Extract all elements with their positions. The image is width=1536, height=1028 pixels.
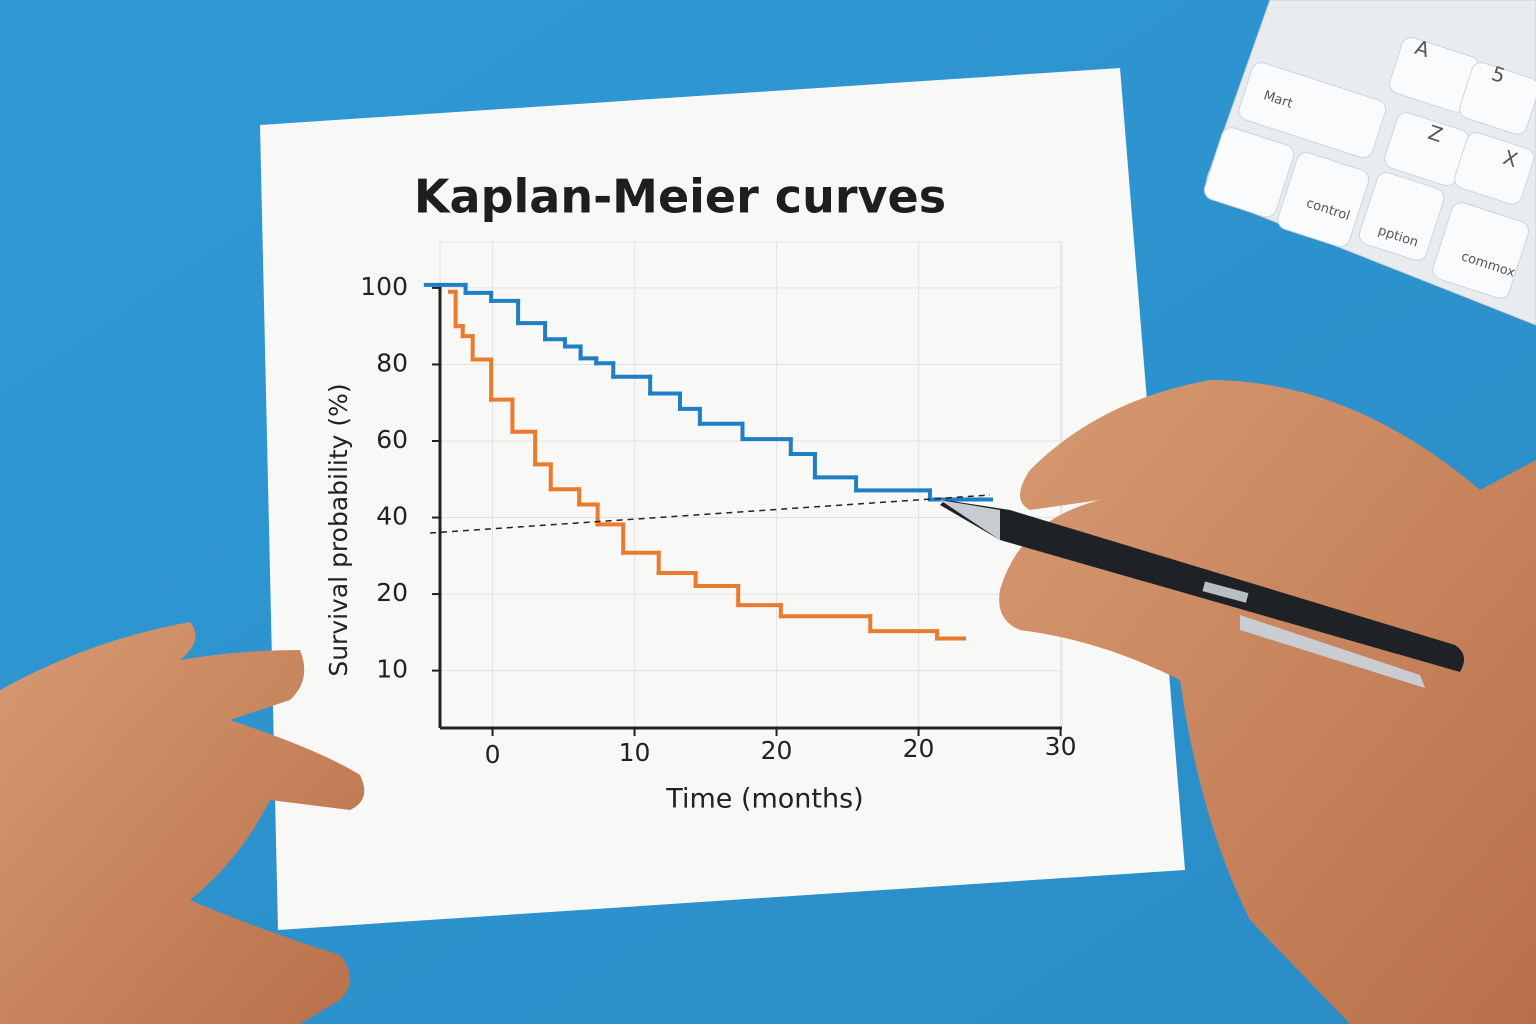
key: [1238, 62, 1387, 159]
left-hand: [0, 622, 365, 1024]
key: [1277, 152, 1370, 248]
paper: [260, 68, 1185, 930]
x-tick-label: 20: [903, 734, 935, 763]
y-tick-label: 20: [376, 578, 408, 607]
y-tick-label: 60: [376, 425, 408, 454]
x-axis-label: Time (months): [665, 784, 863, 815]
x-tick-label: 20: [761, 736, 793, 765]
x-tick-label: 0: [485, 740, 501, 769]
right-hand: [940, 380, 1536, 1024]
key: [1459, 62, 1536, 135]
x-tick-label: 30: [1045, 732, 1077, 761]
key: [1454, 132, 1535, 205]
y-tick-label: 80: [376, 348, 408, 377]
y-tick-label: 10: [376, 655, 408, 684]
key: [1358, 172, 1445, 261]
chart-title: Kaplan-Meier curves: [414, 170, 946, 224]
y-tick-label: 40: [376, 502, 408, 531]
key: [1432, 202, 1529, 299]
key: [1203, 127, 1295, 218]
y-axis-label: Survival probability (%): [324, 383, 353, 676]
x-tick-label: 10: [619, 738, 651, 767]
median-line: [429, 494, 991, 534]
y-tick-label: 100: [360, 272, 408, 301]
